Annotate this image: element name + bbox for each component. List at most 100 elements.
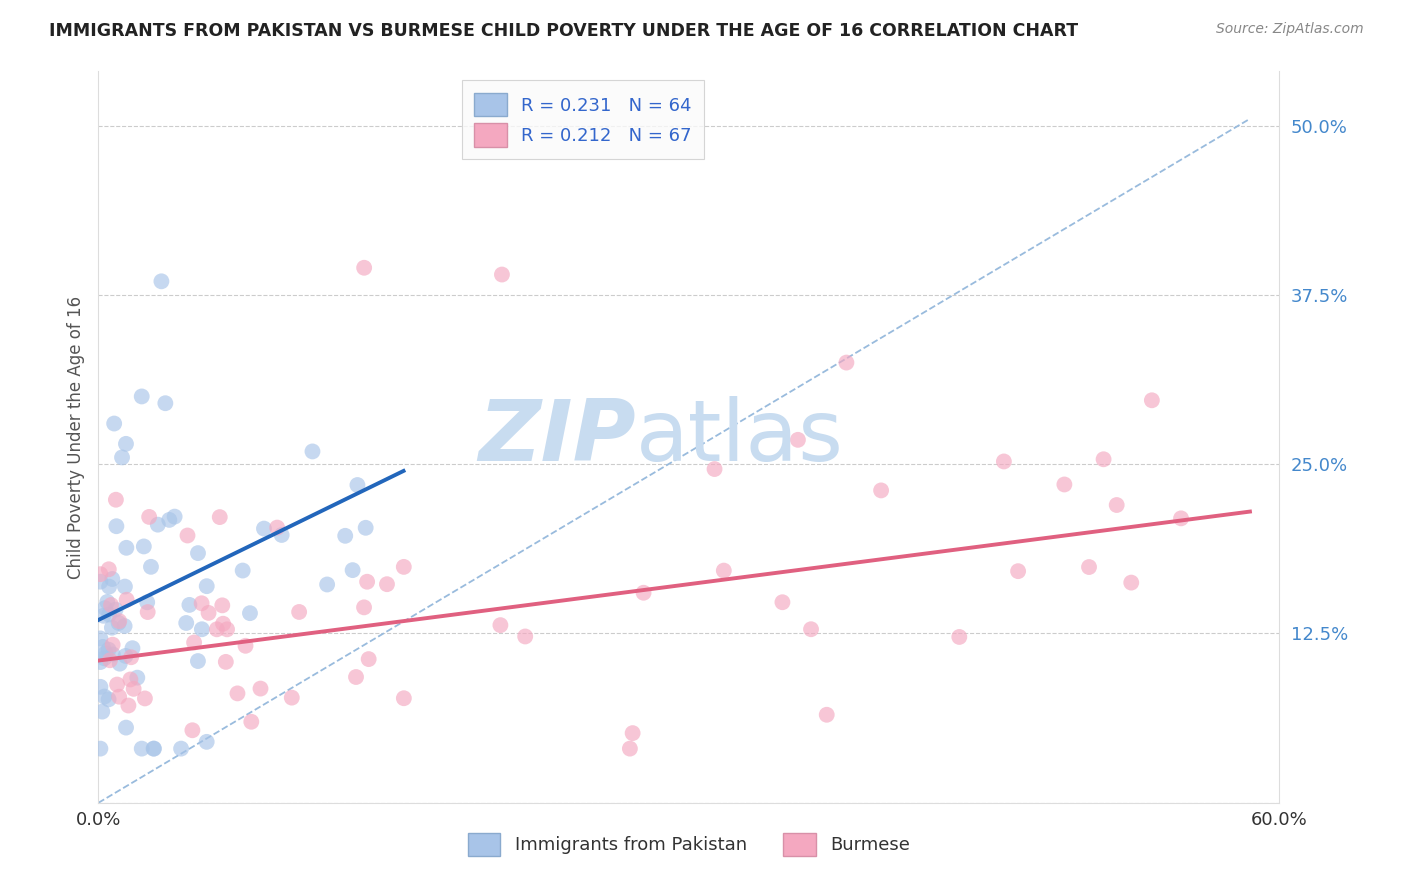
Point <box>94 646 117 660</box>
Point <box>815 707 838 722</box>
Point <box>174 615 197 630</box>
Point <box>787 433 810 447</box>
Point <box>215 655 238 669</box>
Point <box>835 355 858 369</box>
Point <box>346 478 368 492</box>
Point <box>138 510 160 524</box>
Point <box>101 621 124 635</box>
Point <box>117 698 139 713</box>
Point <box>1121 575 1143 590</box>
Point <box>800 622 823 636</box>
Legend: Immigrants from Pakistan, Burmese: Immigrants from Pakistan, Burmese <box>461 826 917 863</box>
Y-axis label: Child Poverty Under the Age of 16: Child Poverty Under the Age of 16 <box>66 295 84 579</box>
Point <box>187 654 209 668</box>
Point <box>288 605 311 619</box>
Point <box>136 605 159 619</box>
Point <box>356 574 378 589</box>
Point <box>353 260 375 275</box>
Point <box>619 741 641 756</box>
Point <box>89 567 111 582</box>
Point <box>281 690 304 705</box>
Point <box>205 622 228 636</box>
Point <box>89 741 111 756</box>
Point <box>1140 393 1163 408</box>
Point <box>270 528 292 542</box>
Point <box>301 444 323 458</box>
Point <box>195 735 218 749</box>
Point <box>115 437 138 451</box>
Point <box>108 690 131 704</box>
Point <box>101 572 124 586</box>
Point <box>190 596 212 610</box>
Point <box>249 681 271 696</box>
Point <box>150 274 173 288</box>
Point <box>183 635 205 649</box>
Point <box>114 619 136 633</box>
Point <box>489 618 512 632</box>
Point <box>316 577 339 591</box>
Point <box>1078 560 1101 574</box>
Point <box>142 741 165 756</box>
Point <box>208 510 231 524</box>
Point <box>103 417 125 431</box>
Point <box>115 721 138 735</box>
Point <box>375 577 398 591</box>
Point <box>96 595 118 609</box>
Point <box>948 630 970 644</box>
Point <box>713 564 735 578</box>
Point <box>195 579 218 593</box>
Text: ZIP: ZIP <box>478 395 636 479</box>
Point <box>98 653 121 667</box>
Point <box>108 614 131 628</box>
Point <box>131 741 153 756</box>
Point <box>108 657 131 671</box>
Point <box>157 513 180 527</box>
Point <box>226 686 249 700</box>
Point <box>179 598 201 612</box>
Point <box>1105 498 1128 512</box>
Text: IMMIGRANTS FROM PAKISTAN VS BURMESE CHILD POVERTY UNDER THE AGE OF 16 CORRELATIO: IMMIGRANTS FROM PAKISTAN VS BURMESE CHIL… <box>49 22 1078 40</box>
Point <box>89 655 111 669</box>
Point <box>342 563 364 577</box>
Point <box>114 648 136 663</box>
Point <box>1170 511 1192 525</box>
Point <box>215 623 238 637</box>
Point <box>335 529 357 543</box>
Point <box>120 650 142 665</box>
Point <box>703 462 725 476</box>
Point <box>104 602 127 616</box>
Point <box>134 691 156 706</box>
Point <box>98 607 121 622</box>
Point <box>132 540 155 554</box>
Point <box>89 680 111 694</box>
Point <box>91 705 114 719</box>
Point <box>89 632 111 646</box>
Point <box>136 595 159 609</box>
Point <box>101 648 124 662</box>
Point <box>392 560 415 574</box>
Point <box>353 600 375 615</box>
Point <box>143 741 166 756</box>
Point <box>155 396 177 410</box>
Point <box>181 723 204 738</box>
Point <box>239 606 262 620</box>
Point <box>240 714 263 729</box>
Point <box>98 580 121 594</box>
Point <box>354 521 377 535</box>
Point <box>211 599 233 613</box>
Text: atlas: atlas <box>636 395 844 479</box>
Point <box>97 692 120 706</box>
Point <box>93 608 115 623</box>
Point <box>97 562 120 576</box>
Point <box>107 615 129 630</box>
Point <box>97 642 120 657</box>
Point <box>357 652 380 666</box>
Point <box>131 389 153 403</box>
Point <box>105 677 128 691</box>
Point <box>122 681 145 696</box>
Point <box>163 509 186 524</box>
Point <box>93 690 115 704</box>
Point <box>120 673 142 687</box>
Point <box>94 601 117 615</box>
Point <box>993 454 1015 468</box>
